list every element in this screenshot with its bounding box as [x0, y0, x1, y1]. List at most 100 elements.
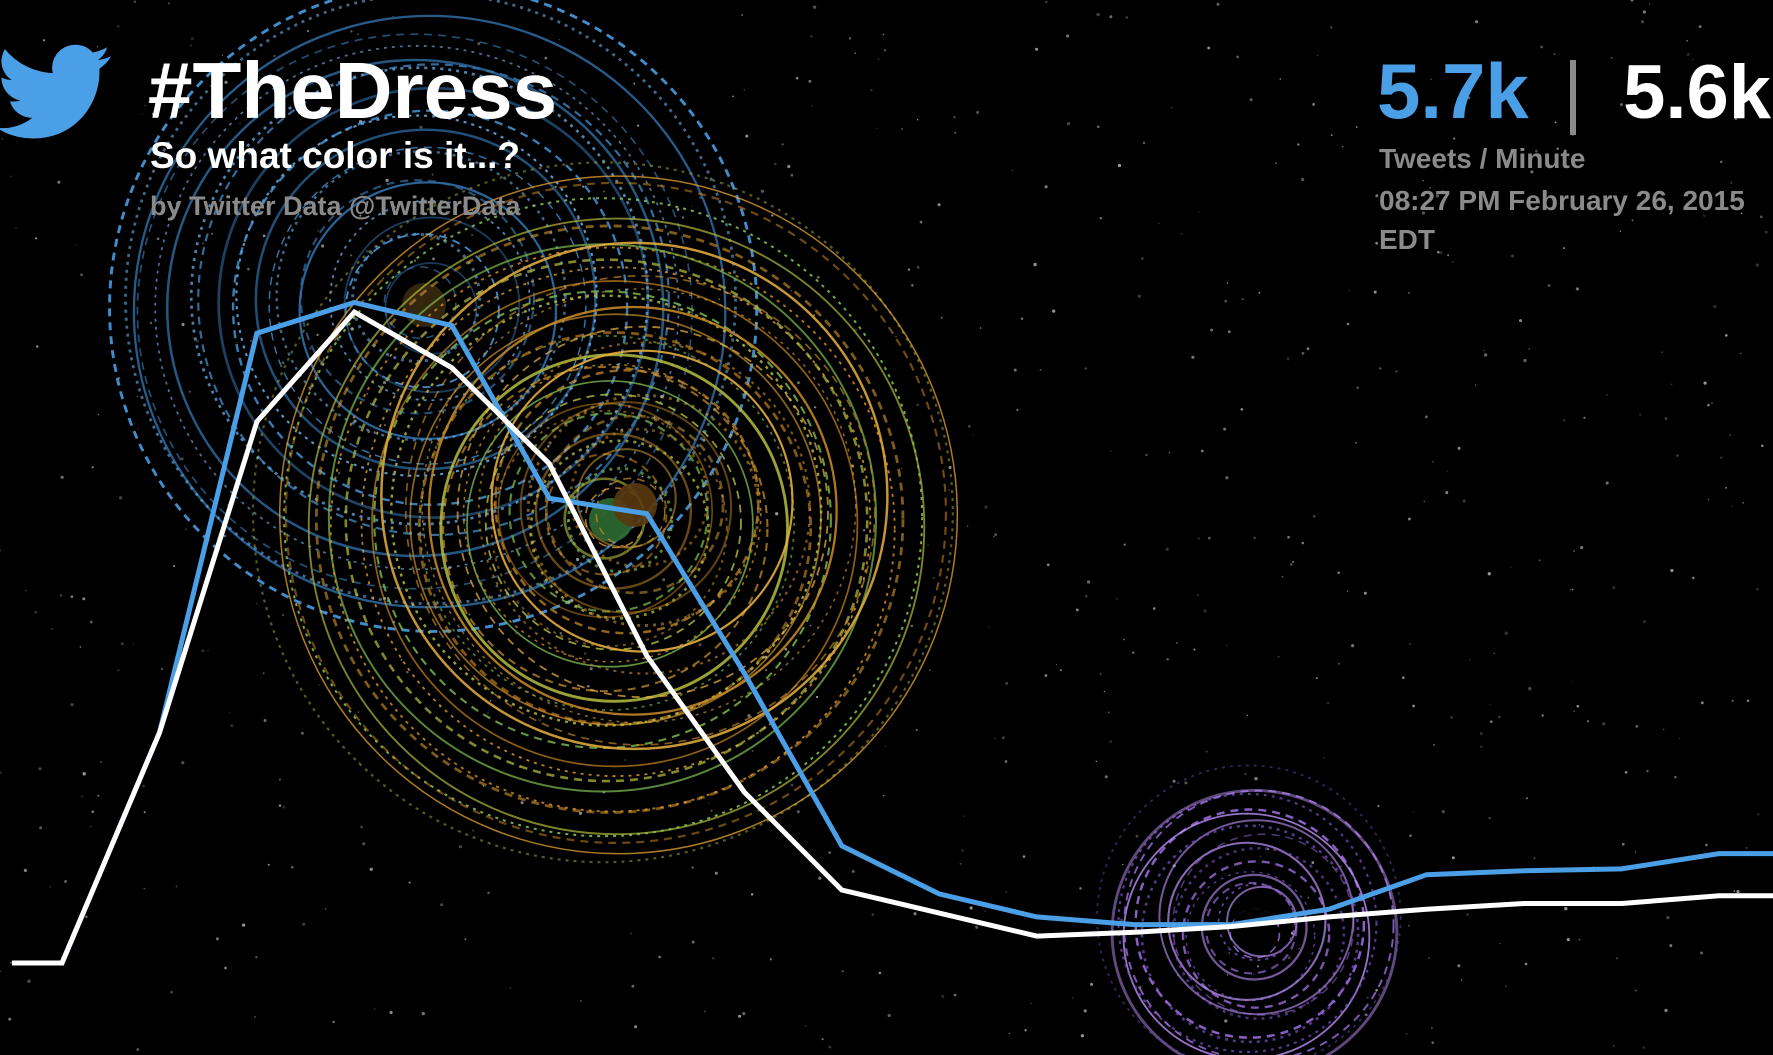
- star: [1286, 357, 1290, 361]
- star: [249, 339, 253, 343]
- star: [1439, 251, 1443, 255]
- star: [742, 1012, 746, 1016]
- star: [318, 684, 320, 686]
- star: [263, 719, 267, 722]
- star: [691, 866, 695, 869]
- star: [774, 162, 777, 166]
- star: [215, 937, 219, 941]
- star: [1300, 177, 1305, 182]
- star: [877, 58, 880, 60]
- star: [1519, 319, 1522, 323]
- star: [775, 512, 779, 516]
- star: [1428, 957, 1430, 960]
- star: [587, 684, 590, 688]
- star: [1095, 760, 1098, 763]
- star: [1119, 918, 1123, 922]
- star: [1375, 241, 1378, 245]
- star: [862, 529, 866, 532]
- star: [299, 209, 301, 212]
- star: [1089, 982, 1094, 986]
- star: [1132, 651, 1135, 654]
- star: [972, 434, 974, 436]
- byline: by Twitter Data @TwitterData: [150, 191, 521, 221]
- star: [1661, 351, 1663, 353]
- ring: [1181, 860, 1331, 1009]
- star: [637, 124, 640, 127]
- star: [1005, 681, 1009, 685]
- ring: [268, 146, 587, 465]
- star: [871, 913, 875, 916]
- star: [207, 649, 209, 652]
- star: [1052, 309, 1056, 313]
- star: [357, 33, 359, 35]
- star: [1099, 216, 1103, 220]
- star: [1734, 117, 1738, 121]
- star: [1523, 358, 1527, 363]
- star: [515, 83, 518, 85]
- star: [1742, 502, 1745, 504]
- ring: [494, 369, 760, 635]
- star: [170, 990, 173, 994]
- ring: [567, 467, 674, 574]
- star: [230, 724, 234, 728]
- ring: [544, 453, 668, 576]
- star: [1700, 951, 1703, 955]
- star: [306, 29, 309, 33]
- ring: [283, 197, 924, 838]
- star: [1547, 284, 1551, 287]
- star: [175, 885, 178, 888]
- star: [365, 249, 369, 253]
- star: [1045, 0, 1048, 4]
- star: [771, 213, 775, 217]
- star: [1246, 714, 1249, 717]
- star: [57, 180, 61, 184]
- star: [1340, 865, 1342, 868]
- star: [1375, 989, 1378, 992]
- star: [1759, 215, 1763, 219]
- star: [487, 891, 490, 895]
- star: [1431, 1027, 1433, 1029]
- star: [1569, 589, 1572, 591]
- star: [1553, 53, 1556, 55]
- star: [406, 670, 409, 674]
- star: [1355, 441, 1357, 444]
- ring: [529, 439, 710, 620]
- star: [1075, 608, 1079, 612]
- star: [408, 881, 411, 884]
- star: [887, 1014, 891, 1018]
- ring: [497, 402, 713, 619]
- star: [468, 613, 471, 616]
- star: [1307, 896, 1310, 899]
- star: [70, 703, 74, 707]
- star: [1287, 956, 1291, 960]
- star: [1055, 663, 1058, 666]
- star: [1425, 108, 1429, 113]
- star: [148, 100, 151, 103]
- star: [1700, 701, 1704, 705]
- star: [1467, 96, 1471, 100]
- star: [520, 801, 524, 805]
- star: [82, 772, 86, 776]
- star: [64, 879, 68, 884]
- star: [1666, 915, 1670, 920]
- star: [151, 112, 155, 116]
- star: [1356, 386, 1360, 390]
- star: [221, 54, 223, 56]
- star: [916, 119, 919, 121]
- star: [1686, 39, 1688, 42]
- star: [743, 88, 745, 91]
- star: [1435, 194, 1440, 198]
- ring: [371, 280, 859, 768]
- star: [544, 56, 548, 60]
- star: [1275, 162, 1277, 164]
- star: [332, 1020, 335, 1024]
- star: [1451, 856, 1455, 860]
- star: [1733, 890, 1736, 892]
- star: [1109, 450, 1112, 452]
- star: [784, 648, 788, 651]
- star: [1142, 141, 1146, 144]
- star: [968, 425, 971, 428]
- star: [181, 761, 185, 765]
- star: [1137, 294, 1141, 298]
- star: [1713, 304, 1717, 309]
